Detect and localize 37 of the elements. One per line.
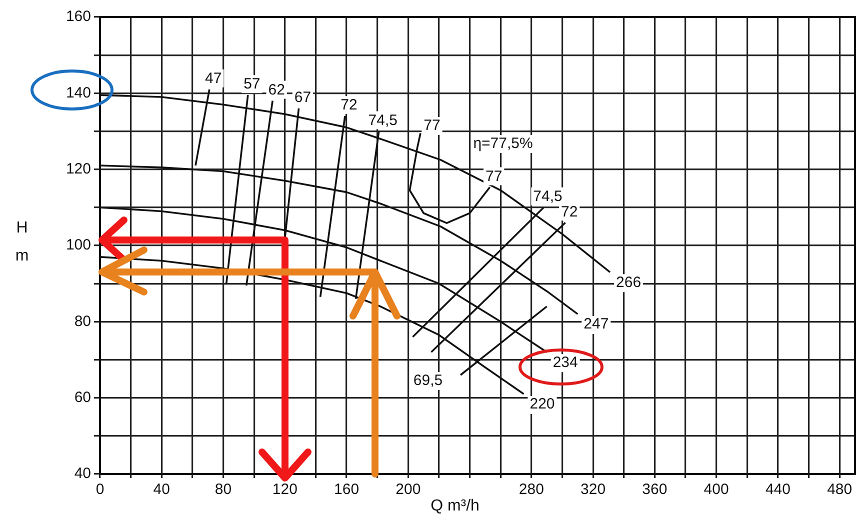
series-label: 74,5	[368, 112, 398, 129]
x-tick-label: 120	[272, 481, 298, 498]
y-tick-label: 60	[74, 388, 91, 406]
annotation: 69,5	[413, 372, 443, 390]
x-tick-label: 80	[214, 481, 232, 498]
series-label: 72	[560, 203, 578, 220]
series-label: 47	[205, 70, 222, 87]
series-label: 67	[294, 89, 312, 106]
annotation: η=77,5%	[473, 135, 533, 152]
y-tick-label: 40	[74, 465, 91, 482]
x-tick-label: 480	[827, 481, 852, 498]
series-label: 234	[552, 354, 578, 371]
series-label: 220	[530, 396, 555, 413]
series-label: 72	[340, 96, 358, 114]
y-tick-label: 160	[66, 8, 91, 26]
y-tick-label: 80	[74, 312, 91, 330]
x-tick-label: 0	[96, 481, 104, 498]
series-label: 266	[616, 274, 642, 291]
x-axis-title: Q m³/h	[430, 497, 480, 514]
y-tick-label: 100	[66, 236, 91, 254]
x-tick-label: 280	[518, 481, 544, 498]
x-tick-label: 360	[642, 481, 668, 498]
y-tick-label: 140	[66, 84, 91, 102]
x-tick-label: 160	[334, 481, 360, 498]
y-axis-title: H m	[15, 219, 29, 264]
x-tick-label: 40	[153, 481, 170, 498]
x-tick-label: 200	[396, 481, 421, 498]
series-label: 62	[268, 81, 285, 98]
series-label: 77	[424, 117, 440, 134]
annotation: 77	[485, 168, 502, 185]
x-tick-label: 440	[765, 481, 790, 498]
series-label: 74,5	[533, 188, 562, 206]
series-label: 247	[584, 316, 609, 333]
series-label: 57	[244, 76, 260, 93]
y-tick-label: 120	[66, 160, 91, 178]
x-tick-label: 400	[704, 481, 729, 498]
x-tick-label: 320	[580, 481, 606, 498]
